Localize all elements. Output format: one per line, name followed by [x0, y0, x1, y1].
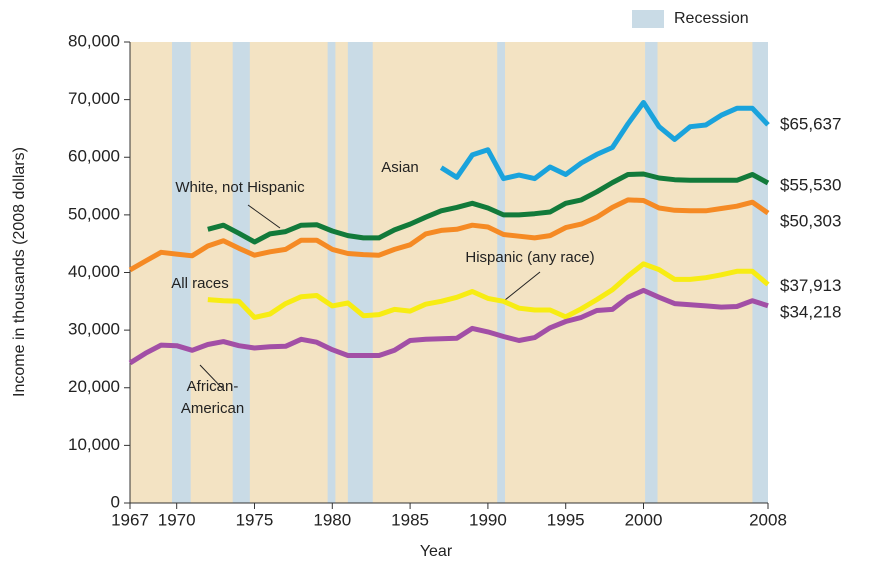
leader-line — [247, 204, 281, 229]
recession-band — [327, 42, 336, 503]
leader-line — [199, 364, 223, 389]
recession-band — [232, 42, 250, 503]
series-label: White, not Hispanic — [175, 179, 305, 196]
x-tick-label: 2008 — [749, 510, 787, 529]
legend-swatch — [632, 10, 664, 28]
end-label: $37,913 — [780, 276, 841, 295]
end-label: $65,637 — [780, 114, 841, 133]
x-axis-title: Year — [420, 543, 453, 560]
y-tick-label: 0 — [111, 492, 120, 511]
x-tick-label: 1990 — [469, 510, 507, 529]
x-tick-label: 1985 — [391, 510, 429, 529]
end-label: $50,303 — [780, 212, 841, 231]
recession-band — [172, 42, 191, 503]
recession-band — [347, 42, 373, 503]
y-tick-label: 80,000 — [68, 31, 120, 50]
end-label: $34,218 — [780, 302, 841, 321]
series-label: All races — [171, 275, 229, 292]
legend-label: Recession — [674, 10, 749, 27]
recession-band — [645, 42, 658, 503]
y-tick-label: 30,000 — [68, 320, 120, 339]
y-tick-label: 20,000 — [68, 377, 120, 396]
series-line — [207, 171, 770, 245]
x-tick-label: 1995 — [547, 510, 585, 529]
series-label: Hispanic (any race) — [465, 249, 594, 266]
x-tick-label: 1970 — [158, 510, 196, 529]
recession-band — [752, 42, 768, 503]
y-tick-label: 10,000 — [68, 435, 120, 454]
series-line — [207, 261, 770, 320]
leader-line — [504, 271, 541, 301]
recession-band — [497, 42, 506, 503]
series-label: African-American — [180, 378, 245, 417]
x-tick-label: 1975 — [236, 510, 274, 529]
series-line — [128, 197, 770, 273]
y-tick-label: 60,000 — [68, 147, 120, 166]
y-tick-label: 50,000 — [68, 204, 120, 223]
end-label: $55,530 — [780, 175, 841, 194]
plot-background — [130, 42, 768, 503]
y-tick-label: 70,000 — [68, 89, 120, 108]
series-line — [128, 287, 769, 366]
x-tick-label: 1980 — [313, 510, 351, 529]
y-tick-label: 40,000 — [68, 262, 120, 281]
plot-area — [130, 42, 768, 503]
series-label: Asian — [381, 159, 419, 176]
series-line — [439, 100, 770, 182]
y-axis-title: Income in thousands (2008 dollars) — [11, 147, 28, 397]
x-tick-label: 1967 — [111, 510, 149, 529]
x-tick-label: 2000 — [625, 510, 663, 529]
